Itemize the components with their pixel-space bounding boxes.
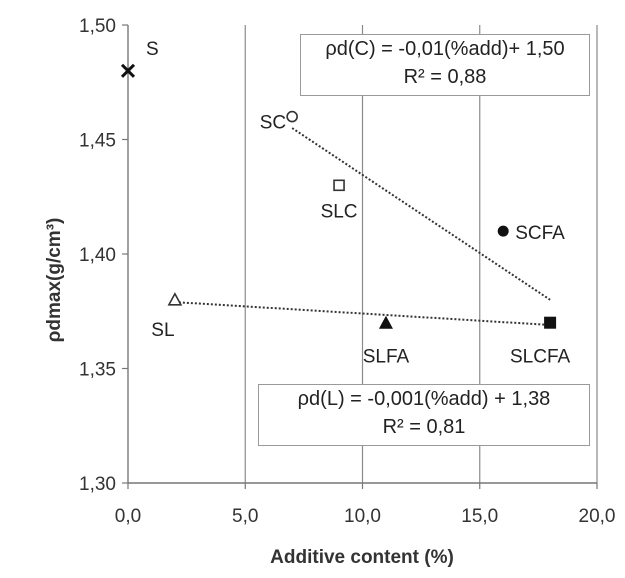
marker-layer <box>120 63 557 329</box>
point-scfa <box>497 225 509 237</box>
trendline-l <box>174 301 551 326</box>
x-tick-label: 10,0 <box>344 506 381 527</box>
point-label-layer: S SC SLC SCFA SL SLFA SLCFA <box>146 39 571 368</box>
r-squared-l-text: R² = 0,81 <box>382 416 466 438</box>
equation-l-text: ρd(L) = -0,001(%add) + 1,38 <box>297 388 551 410</box>
y-tick-label: 1,35 <box>79 360 116 381</box>
axes-layer <box>122 24 598 489</box>
y-axis-label: ρdmax(g/cm³) <box>44 218 65 343</box>
point-label-slc: SLC <box>321 201 358 222</box>
x-tick-label: 15,0 <box>461 506 498 527</box>
y-tick-label: 1,30 <box>79 474 116 495</box>
y-tick-label: 1,40 <box>79 245 116 266</box>
x-tick-label: 5,0 <box>232 506 258 527</box>
x-axis-label: Additive content (%) <box>270 547 454 568</box>
point-label-slfa: SLFA <box>363 347 410 368</box>
x-tick-label: 20,0 <box>579 506 616 527</box>
point-slc <box>333 179 345 192</box>
point-slcfa <box>544 316 557 329</box>
point-slfa <box>378 315 393 329</box>
equation-box-c: ρd(C) = -0,01(%add)+ 1,50 R² = 0,88 <box>300 34 590 96</box>
y-tick-label: 1,50 <box>79 16 116 37</box>
point-label-s: S <box>146 39 159 60</box>
point-sc <box>286 110 298 123</box>
point-label-sc: SC <box>260 113 286 134</box>
point-s <box>120 63 136 78</box>
point-label-scfa: SCFA <box>515 223 565 244</box>
tick-label-layer: 0,0 5,0 10,0 15,0 20,0 1,30 1,35 1,40 1,45 1,50 <box>79 16 615 527</box>
r-squared-c-text: R² = 0,88 <box>403 66 487 88</box>
equation-c-text: ρd(C) = -0,01(%add)+ 1,50 <box>325 38 565 60</box>
point-sl <box>167 292 183 306</box>
point-label-slcfa: SLCFA <box>510 347 571 368</box>
equation-box-l: ρd(L) = -0,001(%add) + 1,38 R² = 0,81 <box>258 384 590 446</box>
trendline-layer <box>174 127 551 326</box>
y-tick-label: 1,45 <box>79 131 116 152</box>
x-tick-label: 0,0 <box>115 506 141 527</box>
point-label-sl: SL <box>151 320 174 341</box>
